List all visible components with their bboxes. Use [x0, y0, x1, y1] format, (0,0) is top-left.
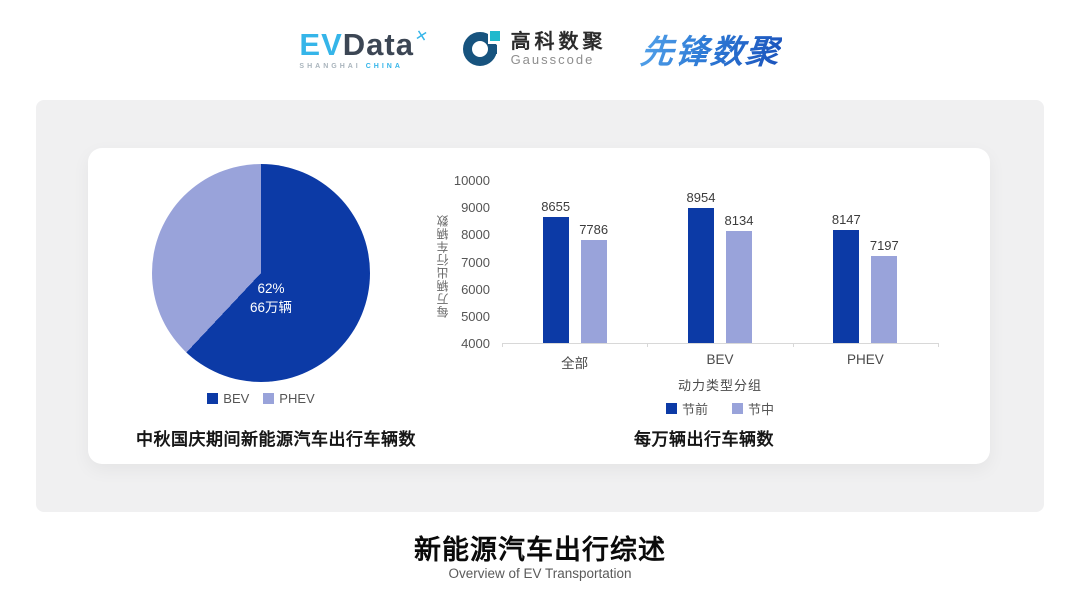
legend-item-节中: 节中	[732, 399, 774, 418]
bar-group-BEV: 8954 8134	[687, 181, 753, 343]
y-tick-label: 4000	[461, 336, 490, 351]
pie-bev-value: 66万辆	[249, 299, 293, 315]
evdata-x-icon: ✕	[413, 26, 431, 46]
category-label-BEV: BEV	[706, 352, 734, 367]
evdata-data-text: Data	[342, 26, 414, 62]
bar-category-labels: 全部 BEV PHEV	[502, 352, 938, 372]
legend-swatch	[732, 403, 743, 414]
gausscode-name-cn: 高科数聚	[510, 30, 607, 53]
bar-y-axis-ticks: 10000 9000 8000 7000 6000 5000 4000	[424, 173, 490, 351]
bar-BEV-节中	[725, 230, 752, 343]
y-tick-label: 5000	[461, 308, 490, 324]
legend-label: BEV	[223, 391, 250, 406]
bar-全部-节前	[542, 216, 569, 343]
pie-chart	[152, 164, 370, 382]
bar-x-axis-label: 动力类型分组	[677, 378, 762, 393]
x-axis-tick	[502, 343, 503, 347]
bar-wrap: 7197	[870, 238, 899, 343]
y-tick-label: 7000	[461, 254, 490, 270]
bar-wrap: 8147	[832, 212, 861, 343]
gausscode-name-en: Gausscode	[510, 51, 595, 67]
bar-group-PHEV: 8147 7197	[832, 181, 899, 343]
evdata-tagline: SHANGHAI CHINA	[299, 63, 428, 70]
evdata-logo: EVData✕ SHANGHAI CHINA	[299, 26, 431, 70]
page-title: 新能源汽车出行综述	[414, 535, 666, 565]
charts-card: 38% 41万辆 62% 66万辆 BEV PHEV 中秋国庆期间新能源汽车出行车…	[88, 148, 990, 464]
pie-phev-pct: 38%	[112, 213, 140, 228]
pie-chart-title: 中秋国庆期间新能源汽车出行车辆数	[136, 430, 416, 449]
bar-wrap: 8655	[541, 199, 570, 343]
page-subtitle: Overview of EV Transportation	[448, 566, 632, 581]
bar-BEV-节前	[687, 208, 714, 343]
pioneer-logo: 先锋数聚	[638, 25, 783, 73]
bar-全部-节中	[580, 240, 607, 343]
legend-swatch	[207, 393, 219, 404]
bar-PHEV-节前	[833, 230, 860, 343]
evdata-tagline-china: CHINA	[365, 62, 403, 70]
legend-swatch	[665, 403, 677, 414]
bar-value-label: 7197	[869, 238, 899, 254]
bar-group-全部: 8655 7786	[541, 181, 608, 343]
pie-legend: BEV PHEV	[152, 391, 370, 406]
bar-chart-title: 每万辆出行车辆数	[634, 430, 774, 449]
legend-label: PHEV	[279, 391, 315, 406]
evdata-tagline-shanghai: SHANGHAI	[299, 62, 366, 70]
pie-bev-pct: 62%	[257, 281, 285, 296]
bar-value-label: 8147	[831, 212, 861, 228]
legend-label: 节前	[681, 402, 708, 417]
bar-value-label: 8954	[686, 190, 716, 206]
legend-item-BEV: BEV	[207, 391, 249, 406]
pie-label-bev: 62% 66万辆	[226, 280, 316, 318]
bar-value-label: 8134	[724, 212, 754, 228]
evdata-logo-text: EVData✕	[299, 26, 431, 62]
y-tick-label: 8000	[461, 227, 490, 243]
header-logos: EVData✕ SHANGHAI CHINA 高科数聚 Gausscode 先锋…	[0, 14, 1080, 84]
pie-label-phev: 38% 41万辆	[112, 212, 154, 250]
category-label-PHEV: PHEV	[846, 352, 884, 367]
evdata-ev-text: EV	[299, 26, 343, 62]
bar-wrap: 8954	[687, 190, 715, 343]
x-axis-tick	[792, 343, 794, 347]
bar-value-label: 7786	[579, 222, 609, 238]
gausscode-logo: 高科数聚 Gausscode	[462, 30, 607, 68]
y-tick-label: 6000	[461, 281, 490, 297]
bar-chart-plot: 8655 7786 8954 8134 8147 7197	[502, 181, 939, 347]
bar-legend: 节前 节中	[502, 399, 938, 418]
bar-PHEV-节中	[871, 256, 898, 343]
y-tick-label: 9000	[461, 200, 490, 216]
bar-value-label: 8655	[541, 198, 571, 214]
pie-phev-value: 41万辆	[112, 231, 155, 247]
legend-item-PHEV: PHEV	[263, 391, 315, 406]
legend-item-节前: 节前	[665, 399, 708, 418]
legend-swatch	[263, 393, 275, 404]
bar-wrap: 8134	[725, 213, 753, 343]
legend-label: 节中	[748, 402, 775, 417]
gray-panel: 38% 41万辆 62% 66万辆 BEV PHEV 中秋国庆期间新能源汽车出行车…	[36, 100, 1044, 512]
gausscode-logo-icon	[462, 30, 501, 68]
y-tick-label: 10000	[453, 173, 490, 188]
x-axis-tick	[647, 343, 649, 347]
category-label-全部: 全部	[561, 356, 589, 371]
bar-wrap: 7786	[579, 222, 608, 343]
x-axis-tick	[938, 343, 939, 347]
